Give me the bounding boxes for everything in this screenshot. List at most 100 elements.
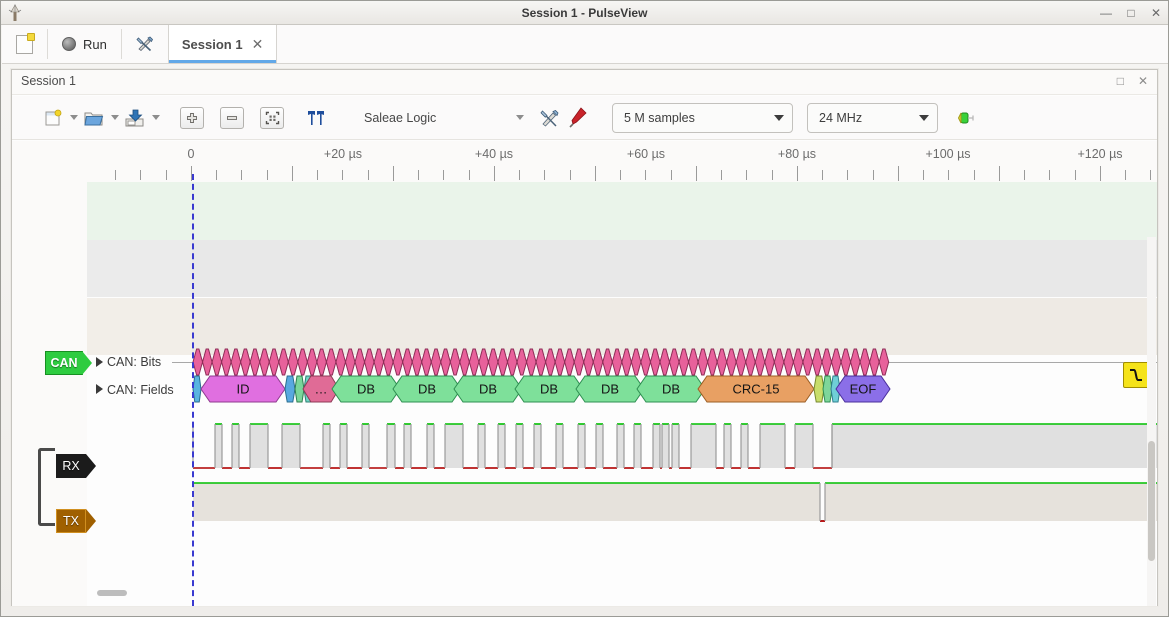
rx-high-fill	[498, 424, 505, 468]
can-field: DB	[392, 375, 462, 403]
ruler-tick	[1075, 170, 1076, 180]
open-file-button[interactable]	[80, 105, 108, 131]
rx-high-fill	[617, 424, 624, 468]
toolbar-separator-1	[47, 29, 48, 59]
channel-label-tx[interactable]: TX	[56, 509, 96, 533]
rx-high-fill	[724, 424, 731, 468]
horizontal-scrollbar-thumb[interactable]	[97, 590, 127, 596]
sample-count-combo[interactable]: 5 M samples	[612, 102, 793, 133]
session-close-button[interactable]: ✕	[1137, 74, 1148, 88]
close-button[interactable]: ✕	[1150, 7, 1162, 19]
new-session-button[interactable]	[39, 105, 67, 131]
new-session-button[interactable]	[2, 25, 47, 63]
can-field-label: CRC-15	[733, 382, 780, 397]
time-cursor[interactable]	[192, 174, 194, 606]
device-config-button[interactable]	[536, 105, 564, 131]
expand-fields-row-icon[interactable]	[96, 384, 103, 394]
vertical-scrollbar-track[interactable]	[1147, 237, 1156, 606]
ruler-tick	[923, 170, 924, 180]
ruler-tick	[418, 170, 419, 180]
channel-group-bracket	[38, 448, 55, 526]
ruler-label: +100 µs	[925, 147, 971, 161]
can-field	[192, 375, 202, 403]
ruler-tick	[570, 170, 571, 180]
decoder-badge-label: CAN	[50, 356, 78, 370]
can-field	[822, 375, 833, 403]
rx-high-fill	[556, 424, 563, 468]
bits-row-connector	[172, 362, 194, 363]
ruler-tick	[544, 170, 545, 180]
rx-high-fill	[795, 424, 813, 468]
ruler-label: 0	[187, 147, 195, 161]
zoom-fit-button[interactable]	[260, 106, 284, 129]
zoom-fit-icon	[265, 111, 279, 124]
save-file-icon	[125, 109, 144, 126]
channel-label-rx-body	[56, 454, 86, 478]
sample-rate-value: 24 MHz	[819, 110, 863, 125]
row-label-can-fields: CAN: Fields	[107, 383, 174, 397]
new-session-dropdown-caret[interactable]	[67, 105, 80, 131]
maximize-button[interactable]: □	[1125, 7, 1137, 19]
device-selector[interactable]: Saleae Logic	[356, 105, 532, 131]
decoder-badge-can[interactable]: CAN	[45, 350, 93, 376]
save-file-button[interactable]	[121, 105, 149, 131]
rx-high-fill	[445, 424, 463, 468]
tab-session-1[interactable]: Session 1 ✕	[167, 25, 278, 63]
rx-high-fill	[340, 424, 347, 468]
tx-trace-background	[87, 298, 1157, 355]
channel-label-rx[interactable]: RX	[56, 454, 96, 478]
can-field-label: …	[315, 382, 328, 397]
open-file-dropdown-caret[interactable]	[108, 105, 121, 131]
falling-edge-trigger-button[interactable]	[1123, 362, 1149, 388]
ruler-tick	[292, 166, 293, 181]
ruler-tick	[267, 170, 268, 180]
window-titlebar: Session 1 - PulseView — □ ✕	[1, 1, 1168, 25]
run-button[interactable]: Run	[48, 25, 121, 63]
save-file-dropdown-caret[interactable]	[149, 105, 162, 131]
can-field: DB	[514, 375, 584, 403]
expand-bits-row-icon[interactable]	[96, 357, 103, 367]
time-ruler[interactable]: 0 +20 µs +40 µs +60 µs +80 µs +100 µs +120 µs	[12, 141, 1157, 182]
probe-icon	[569, 106, 587, 128]
vertical-scrollbar-thumb[interactable]	[1148, 441, 1155, 561]
can-field: EOF	[835, 375, 891, 403]
can-field: …	[302, 375, 340, 403]
ruler-tick	[494, 166, 495, 181]
rx-high-fill	[387, 424, 395, 468]
probe-button[interactable]	[564, 105, 592, 131]
minimize-button[interactable]: —	[1100, 7, 1112, 19]
new-session-icon	[16, 32, 35, 54]
chevron-down-icon	[110, 115, 119, 120]
rx-high-fill	[760, 424, 785, 468]
ruler-tick	[671, 170, 672, 180]
tx-trace-lead	[87, 298, 192, 355]
open-file-icon	[84, 112, 104, 125]
rx-high-fill	[478, 424, 485, 468]
can-field	[284, 375, 296, 403]
ruler-tick	[1024, 170, 1025, 180]
sample-rate-combo[interactable]: 24 MHz	[807, 102, 938, 133]
settings-button[interactable]	[122, 25, 168, 63]
rx-high-fill	[653, 424, 660, 468]
tab-close-icon[interactable]: ✕	[251, 36, 264, 52]
channel-label-tx-arrow	[86, 509, 96, 533]
zoom-out-button[interactable]	[220, 106, 244, 129]
close-glyph: ✕	[1150, 6, 1162, 20]
can-field-label: DB	[662, 382, 680, 397]
rx-high-fill	[215, 424, 222, 468]
can-field-label: DB	[418, 382, 436, 397]
ruler-tick	[746, 170, 747, 180]
decoder-band	[87, 182, 1157, 240]
ruler-tick	[948, 170, 949, 180]
waveform-view[interactable]: 0 +20 µs +40 µs +60 µs +80 µs +100 µs +120 µs …	[12, 141, 1157, 606]
ruler-label: +40 µs	[474, 147, 514, 161]
chevron-down-icon	[516, 115, 524, 120]
show-cursors-button[interactable]	[302, 105, 330, 131]
rx-high-fill	[362, 424, 369, 468]
rx-high-fill	[282, 424, 300, 468]
rx-high-fill	[323, 424, 330, 468]
session-restore-button[interactable]: □	[1116, 74, 1124, 88]
zoom-in-button[interactable]	[180, 106, 204, 129]
trigger-status-button[interactable]	[952, 105, 980, 131]
ruler-tick	[115, 170, 116, 180]
